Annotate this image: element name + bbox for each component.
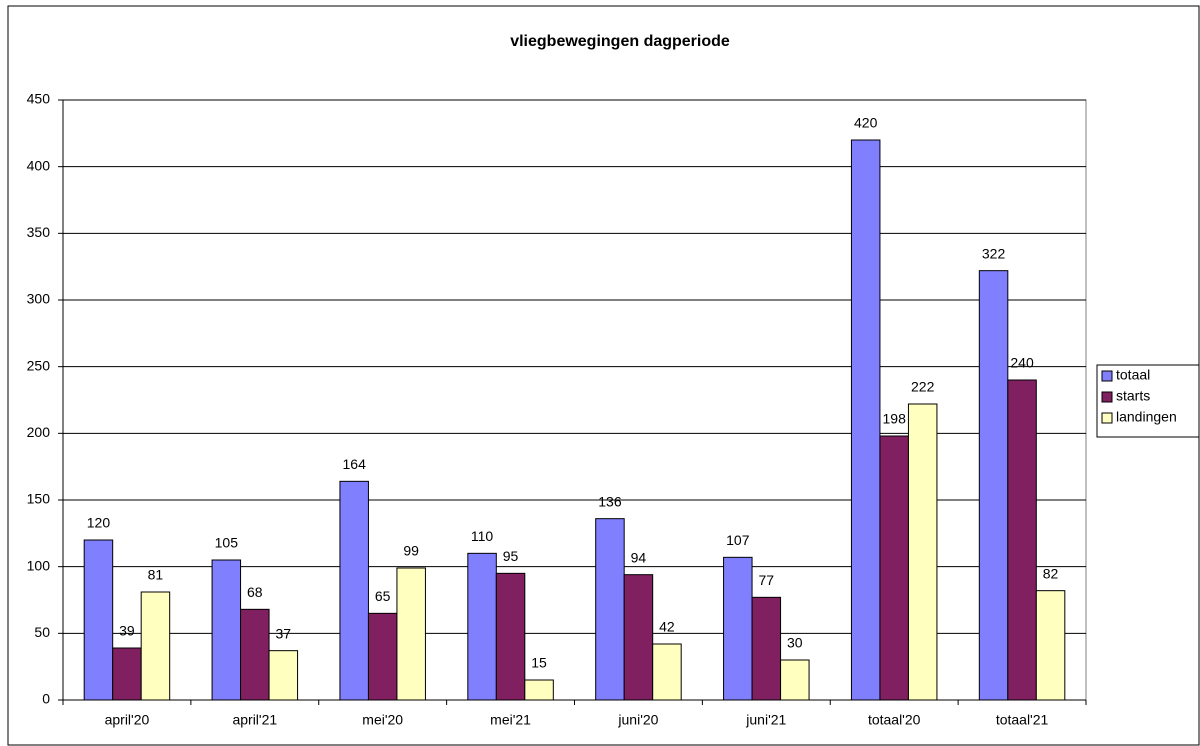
y-tick-label: 50 <box>34 624 50 640</box>
value-label: 105 <box>215 535 239 551</box>
value-label: 240 <box>1010 355 1034 371</box>
bar <box>367 612 398 701</box>
bar <box>240 608 270 701</box>
x-tick-label: totaal'20 <box>868 712 921 728</box>
value-label: 82 <box>1043 565 1059 581</box>
bar <box>211 559 242 701</box>
value-label: 77 <box>759 572 775 588</box>
value-label: 420 <box>854 115 878 131</box>
value-label: 322 <box>982 245 1006 261</box>
value-label: 198 <box>883 411 907 427</box>
bar <box>524 679 554 701</box>
bar <box>1035 590 1066 701</box>
bar <box>112 647 142 701</box>
bar <box>140 591 171 701</box>
bar <box>723 556 753 701</box>
x-tick-label: mei'21 <box>490 712 531 728</box>
legend-swatch <box>1101 391 1113 403</box>
legend-box <box>1096 364 1200 438</box>
value-label: 30 <box>787 635 803 651</box>
x-tick-label: april'20 <box>105 712 150 728</box>
x-tick-label: totaal'21 <box>996 712 1049 728</box>
chart-title: vliegbewegingen dagperiode <box>510 33 730 50</box>
value-label: 94 <box>631 549 647 565</box>
x-tick-label: juni'21 <box>745 712 786 728</box>
legend-swatch <box>1101 412 1113 424</box>
y-tick-label: 300 <box>27 291 51 307</box>
value-label: 81 <box>148 567 164 583</box>
x-tick-label: mei'20 <box>362 712 403 728</box>
value-label: 95 <box>503 548 519 564</box>
bar <box>780 659 810 701</box>
value-label: 107 <box>726 532 750 548</box>
value-label: 42 <box>659 619 675 635</box>
value-label: 15 <box>531 655 547 671</box>
value-label: 39 <box>119 623 135 639</box>
bar <box>751 596 782 701</box>
y-tick-label: 200 <box>27 424 51 440</box>
value-label: 164 <box>343 456 367 472</box>
value-label: 136 <box>598 493 622 509</box>
bar <box>850 139 881 701</box>
bar <box>879 435 909 701</box>
bar <box>396 567 426 701</box>
value-label: 99 <box>403 543 419 559</box>
bar <box>495 572 526 701</box>
bar <box>1007 379 1037 701</box>
y-tick-label: 450 <box>27 91 51 107</box>
legend-swatch <box>1101 370 1113 382</box>
y-tick-label: 250 <box>27 357 51 373</box>
bar <box>978 270 1009 701</box>
value-label: 110 <box>471 528 494 544</box>
value-label: 222 <box>911 379 935 395</box>
y-tick-label: 350 <box>27 224 51 240</box>
legend-label: landingen <box>1116 409 1177 425</box>
bar <box>467 552 497 701</box>
legend-label: starts <box>1116 388 1150 404</box>
value-label: 120 <box>87 515 111 531</box>
x-tick-label: april'21 <box>232 712 277 728</box>
y-tick-label: 150 <box>27 491 51 507</box>
x-tick-label: juni'20 <box>617 712 658 728</box>
bar <box>623 574 654 701</box>
value-label: 68 <box>247 584 263 600</box>
bar <box>83 539 114 701</box>
bar <box>268 650 299 701</box>
bar <box>595 518 625 701</box>
legend-label: totaal <box>1116 367 1150 383</box>
bar <box>339 480 369 701</box>
value-label: 37 <box>276 625 292 641</box>
bar <box>652 643 682 701</box>
y-tick-label: 400 <box>27 157 51 173</box>
bar <box>907 403 938 701</box>
y-tick-label: 0 <box>42 691 50 707</box>
value-label: 65 <box>375 588 391 604</box>
y-tick-label: 100 <box>27 557 51 573</box>
